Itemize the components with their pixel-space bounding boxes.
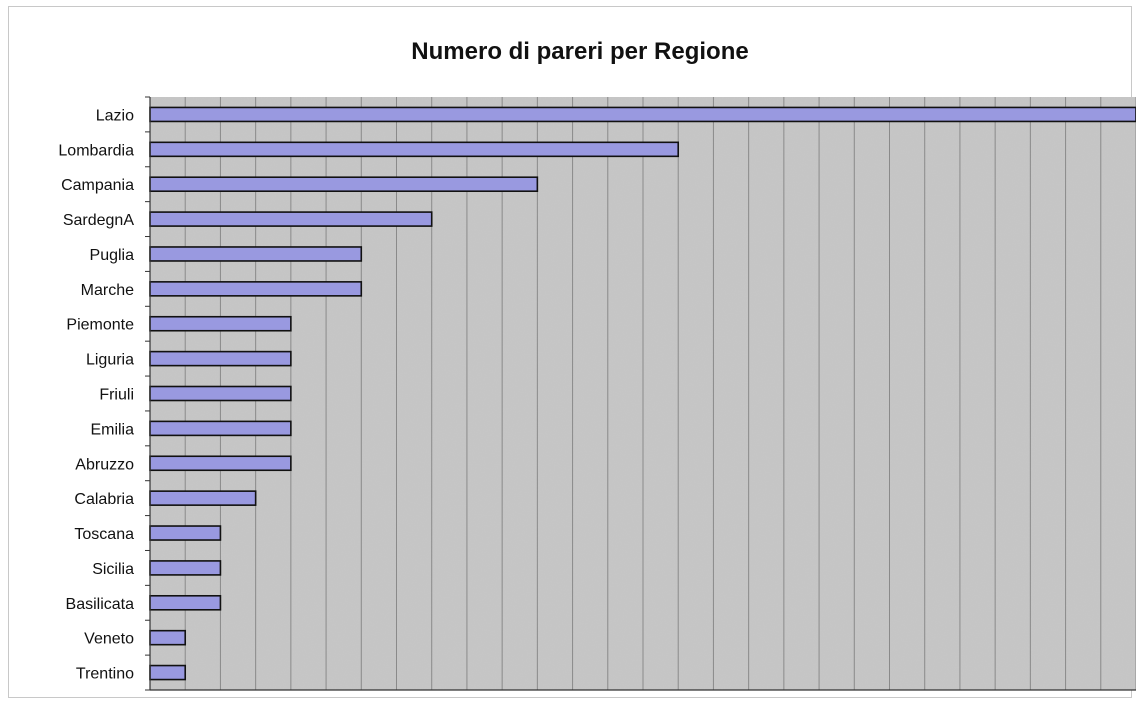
bar-puglia	[149, 246, 363, 262]
bar-abruzzo	[149, 455, 292, 472]
category-label: Lazio	[96, 107, 134, 124]
category-label: Emilia	[90, 421, 134, 438]
bar-friuli	[149, 385, 292, 402]
bar-lazio	[149, 106, 1136, 123]
category-label: Abruzzo	[75, 456, 134, 473]
category-label: Friuli	[99, 387, 134, 404]
category-label: Campania	[61, 177, 134, 194]
category-label: Veneto	[84, 631, 134, 648]
bar-lombardia	[149, 141, 680, 158]
category-label: Toscana	[74, 526, 134, 543]
category-label: Calabria	[74, 491, 134, 508]
bar-liguria	[149, 350, 292, 367]
bar-piemonte	[149, 315, 292, 332]
bar-veneto	[149, 629, 187, 646]
category-label: Piemonte	[66, 317, 134, 334]
chart-title: Numero di pareri per Regione	[411, 38, 749, 65]
category-label: Liguria	[86, 352, 134, 369]
bar-basilicata	[149, 594, 222, 611]
bar-campania	[149, 176, 539, 193]
category-label: Basilicata	[66, 596, 135, 613]
category-label: Lombardia	[58, 142, 134, 159]
bar-marche	[149, 281, 363, 297]
category-label: Sicilia	[92, 561, 134, 578]
category-label: Marche	[81, 282, 134, 299]
bar-sardegna	[149, 211, 433, 227]
bar-emilia	[149, 420, 292, 437]
bar-sicilia	[149, 560, 222, 576]
category-label: Trentino	[76, 666, 134, 683]
bar-calabria	[149, 490, 257, 506]
category-label: Puglia	[90, 247, 135, 264]
bar-trentino	[149, 664, 187, 681]
bar-toscana	[149, 525, 222, 541]
category-label: SardegnA	[63, 212, 134, 229]
